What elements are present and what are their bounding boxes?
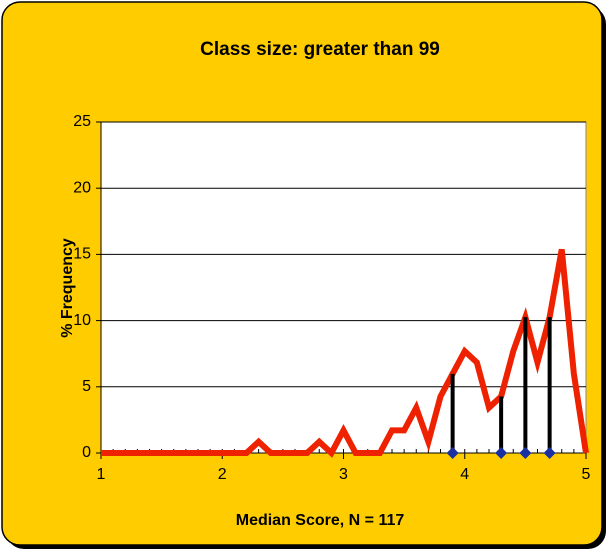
chart-title: Class size: greater than 99	[200, 39, 440, 60]
y-tick-label: 25	[73, 113, 91, 130]
x-tick-label: 1	[97, 466, 106, 483]
data-line	[101, 248, 589, 458]
x-tick-label: 5	[582, 466, 591, 483]
y-axis-label: % Frequency	[59, 238, 76, 338]
y-tick-label: 5	[82, 378, 91, 395]
y-tick-label: 10	[73, 312, 91, 329]
stem-marker	[446, 447, 459, 459]
y-tick-label: 15	[73, 246, 91, 263]
stem-marker	[519, 447, 532, 459]
x-tick-label: 3	[339, 466, 348, 483]
x-tick-label: 2	[218, 466, 227, 483]
stem-marker	[495, 447, 508, 459]
plot-area	[100, 121, 587, 454]
y-tick-label: 20	[73, 179, 91, 196]
stem-marker	[543, 447, 556, 459]
x-tick-label: 4	[460, 466, 469, 483]
y-tick-label: 0	[82, 444, 91, 461]
x-axis-label: Median Score, N = 117	[236, 512, 405, 529]
